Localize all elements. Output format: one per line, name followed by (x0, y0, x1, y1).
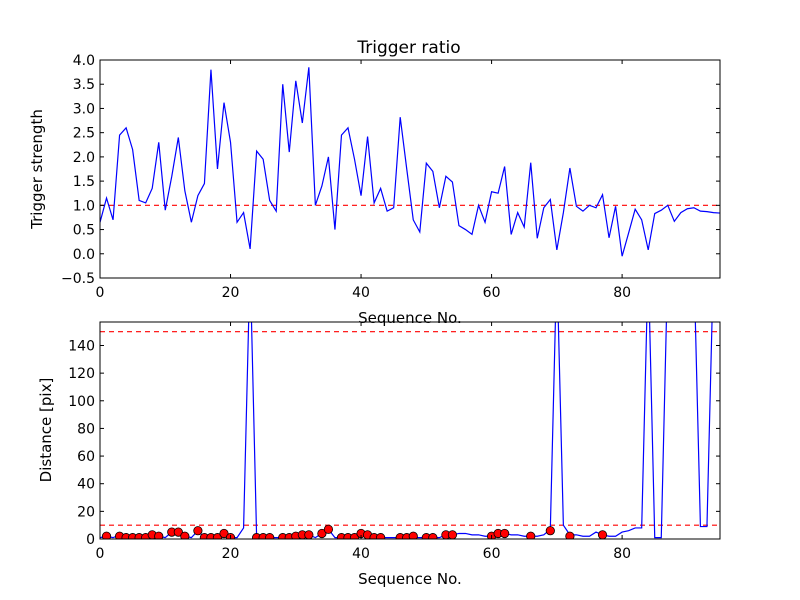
data-point (545, 526, 555, 536)
y-tick-label: 1.0 (73, 198, 95, 214)
y-tick-label: 120 (68, 366, 95, 382)
y-tick-label: 1.5 (73, 174, 95, 190)
data-point (408, 531, 418, 539)
bottom-y-axis-label: Distance [pix] (37, 378, 55, 483)
data-point (193, 526, 203, 536)
top-plot-frame (99, 59, 721, 279)
data-point (173, 527, 183, 537)
data-point (447, 530, 458, 539)
data-point (212, 533, 223, 539)
top-y-axis-label: Trigger strength (28, 109, 46, 230)
data-point (265, 533, 275, 539)
y-tick-label: 2.0 (73, 150, 95, 166)
data-point (565, 531, 575, 539)
x-tick-label: 0 (96, 546, 105, 562)
y-tick-label: 0 (86, 532, 95, 548)
y-tick-label: 0.5 (73, 223, 95, 239)
y-tick-label: 2.5 (73, 126, 95, 142)
y-tick-label: 20 (77, 504, 95, 520)
data-point (154, 531, 164, 539)
data-point (180, 531, 190, 539)
bottom-subplot: 0 20 40 60 80 0 20 40 60 80 100 120 140 Sequence No.… (37, 321, 721, 588)
data-point (219, 528, 229, 539)
data-point (317, 528, 327, 539)
data-point (323, 524, 334, 534)
y-tick-label: 3.0 (73, 101, 95, 117)
data-point (500, 528, 510, 539)
x-tick-label: 0 (96, 285, 105, 301)
x-tick-label: 20 (222, 285, 240, 301)
series-line-0 (100, 67, 720, 257)
x-tick-label: 40 (352, 546, 370, 562)
data-point (101, 531, 112, 539)
data-point (304, 530, 314, 539)
y-tick-label: 100 (68, 394, 95, 410)
x-tick-label: 80 (613, 285, 631, 301)
series-line-0 (100, 322, 713, 539)
bottom-plot-frame (99, 321, 721, 540)
top-subplot: Trigger ratio 0 20 40 60 80 −0.5 0.0 0.5 1.0 1.5 2… (28, 38, 721, 327)
x-tick-label: 40 (352, 285, 370, 301)
y-tick-label: 140 (68, 338, 95, 354)
x-tick-label: 60 (483, 285, 501, 301)
y-tick-label: 80 (77, 421, 95, 437)
data-point (349, 533, 360, 539)
data-point (428, 533, 438, 539)
y-tick-label: 40 (77, 477, 95, 493)
y-tick-label: 3.5 (73, 77, 95, 93)
data-point (526, 531, 536, 539)
y-tick-label: 4.0 (73, 53, 95, 69)
bottom-x-axis-label: Sequence No. (358, 570, 462, 588)
x-tick-label: 60 (483, 546, 501, 562)
top-chart-title: Trigger ratio (356, 38, 460, 58)
data-point (597, 530, 608, 539)
top-x-axis-label: Sequence No. (358, 309, 462, 327)
x-tick-label: 20 (222, 546, 240, 562)
y-tick-label: −0.5 (61, 271, 95, 287)
data-point (376, 533, 386, 539)
x-tick-label: 80 (613, 546, 631, 562)
y-tick-label: 60 (77, 449, 95, 465)
y-tick-label: 0.0 (73, 247, 95, 263)
